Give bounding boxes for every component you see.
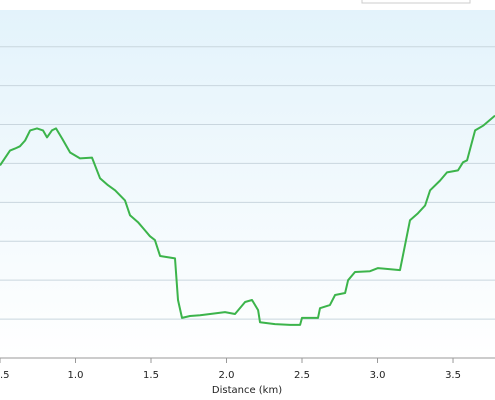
x-tick-label: 2.0 [219,370,235,381]
x-tick-label: 1.0 [68,370,84,381]
x-axis-label: Distance (km) [212,385,282,396]
x-tick-label: .5 [0,370,10,381]
elevation-line [0,114,495,326]
plot-background [0,10,495,358]
x-tick-label: 3.5 [445,370,461,381]
x-tick-label: 3.0 [370,370,386,381]
x-tick-label: 1.5 [143,370,159,381]
toolbar-button[interactable] [361,0,471,4]
x-tick-label: 2.5 [294,370,310,381]
